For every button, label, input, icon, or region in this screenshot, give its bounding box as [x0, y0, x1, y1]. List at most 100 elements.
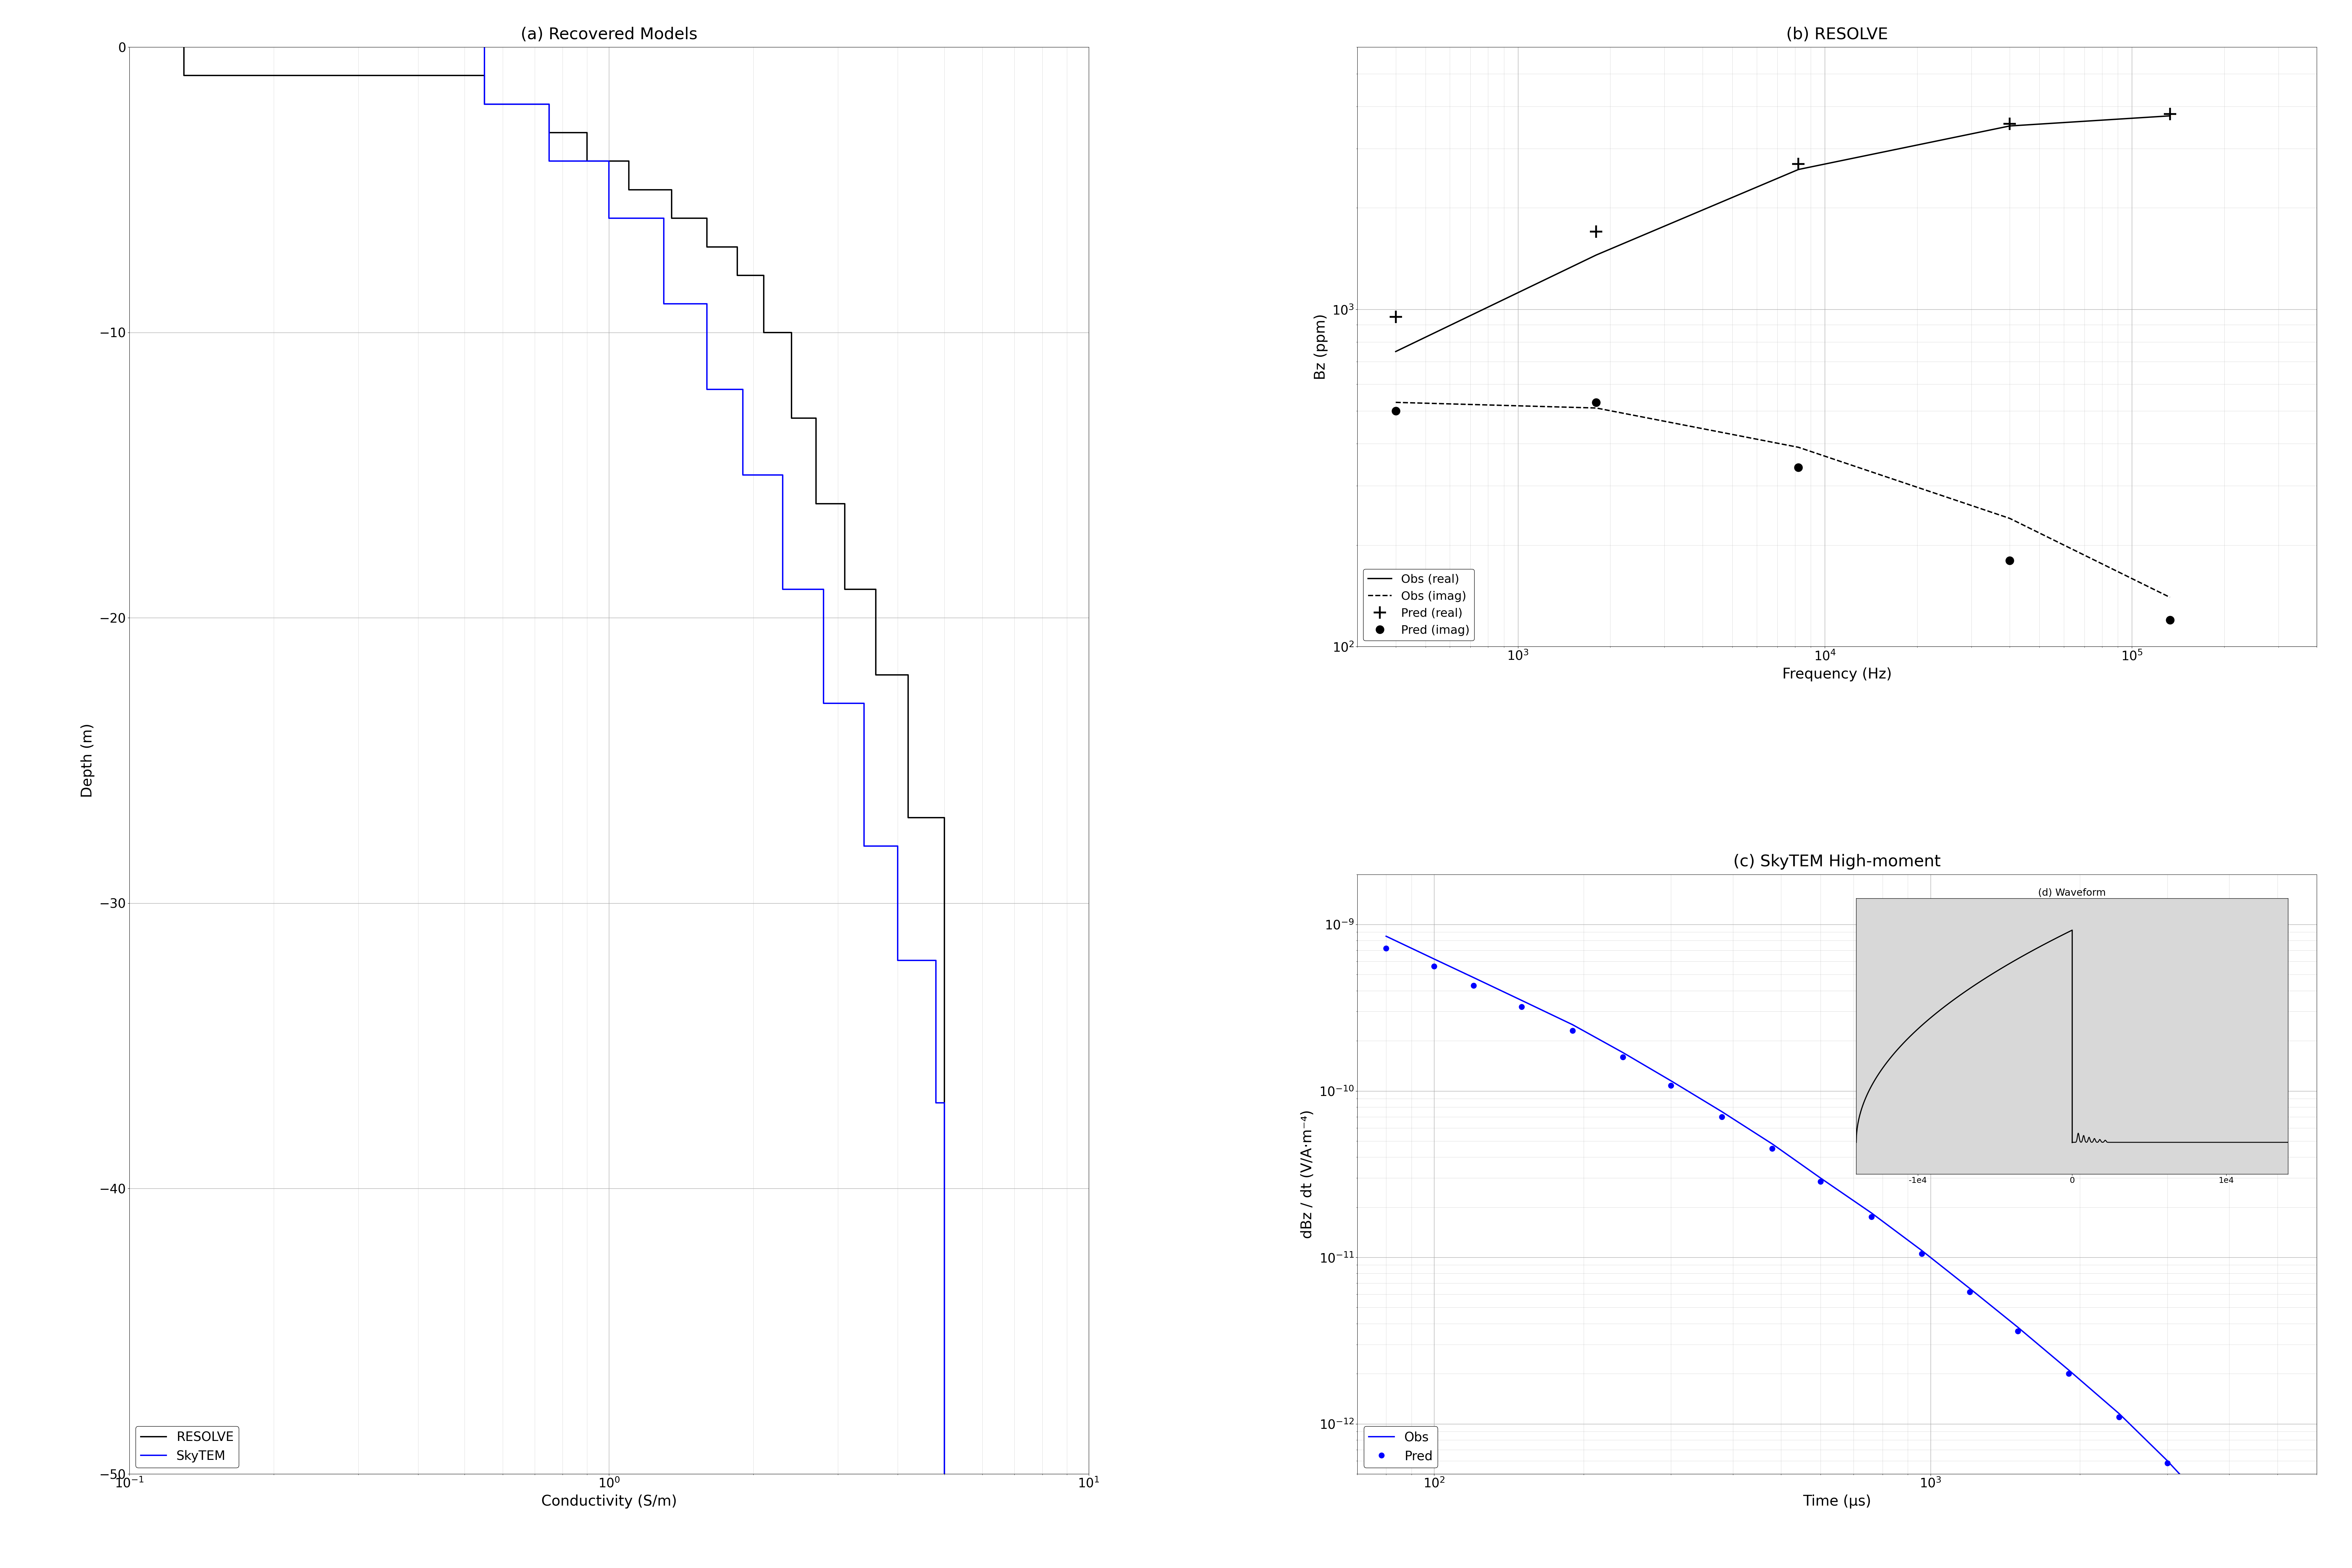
RESOLVE [659, 180, 687, 199]
Pred (real) [1381, 307, 1409, 326]
Pred [1371, 939, 1399, 958]
RESOLVE [722, 267, 750, 285]
Line: Obs (imag): Obs (imag) [1395, 403, 2171, 597]
Y-axis label: Depth (m): Depth (m) [80, 723, 94, 798]
SkyTEM [729, 466, 757, 485]
RESOLVE [470, 94, 499, 113]
SkyTEM [931, 1465, 960, 1483]
Obs [1656, 1071, 1684, 1090]
Pred [1708, 1107, 1736, 1126]
Obs [1957, 1279, 1985, 1298]
Pred (imag) [1994, 550, 2023, 569]
RESOLVE [169, 66, 198, 85]
SkyTEM [931, 1093, 960, 1112]
Legend: Obs, Pred: Obs, Pred [1364, 1427, 1437, 1468]
Obs (real) [1994, 116, 2023, 135]
SkyTEM [694, 295, 722, 314]
X-axis label: Frequency (Hz): Frequency (Hz) [1783, 668, 1891, 682]
Line: Pred (imag): Pred (imag) [1392, 398, 2173, 624]
SkyTEM [922, 950, 950, 969]
Obs [1458, 967, 1486, 986]
Line: Obs (real): Obs (real) [1395, 116, 2171, 351]
SkyTEM [809, 695, 837, 713]
Pred [2152, 1454, 2180, 1472]
RESOLVE [802, 494, 830, 513]
Line: SkyTEM: SkyTEM [485, 47, 946, 1474]
Obs [1508, 991, 1536, 1010]
RESOLVE [659, 209, 687, 227]
RESOLVE [750, 267, 779, 285]
Obs [1858, 1204, 1886, 1223]
Obs (real) [2157, 107, 2185, 125]
RESOLVE [534, 124, 562, 143]
Obs (imag) [1583, 398, 1611, 417]
Pred (real) [1785, 155, 1813, 174]
RESOLVE [614, 180, 642, 199]
Obs [1421, 950, 1449, 969]
RESOLVE [722, 237, 750, 256]
Pred (real) [1583, 223, 1611, 241]
RESOLVE [802, 409, 830, 428]
RESOLVE [534, 94, 562, 113]
RESOLVE [694, 237, 722, 256]
Obs (imag) [1381, 394, 1409, 412]
Pred [2105, 1408, 2133, 1427]
SkyTEM [849, 837, 877, 856]
Pred [1421, 956, 1449, 975]
Obs (imag) [2157, 588, 2185, 607]
X-axis label: Conductivity (S/m): Conductivity (S/m) [541, 1494, 677, 1508]
SkyTEM [470, 94, 499, 113]
SkyTEM [595, 152, 623, 171]
RESOLVE [694, 209, 722, 227]
SkyTEM [884, 950, 913, 969]
SkyTEM [922, 1093, 950, 1112]
RESOLVE [861, 580, 889, 599]
Pred [2056, 1364, 2084, 1383]
RESOLVE [169, 38, 198, 56]
Pred [1508, 997, 1536, 1016]
SkyTEM [729, 379, 757, 398]
Obs [2105, 1405, 2133, 1424]
SkyTEM [849, 695, 877, 713]
SkyTEM [649, 295, 677, 314]
SkyTEM [534, 94, 562, 113]
Y-axis label: Bz (ppm): Bz (ppm) [1315, 314, 1329, 379]
Pred (real) [2157, 105, 2185, 124]
Obs [2204, 1507, 2232, 1526]
Obs [1371, 927, 1399, 946]
Obs [1559, 1016, 1588, 1035]
RESOLVE [750, 323, 779, 342]
SkyTEM [884, 837, 913, 856]
RESOLVE [614, 152, 642, 171]
Pred [1559, 1021, 1588, 1040]
RESOLVE [861, 665, 889, 684]
SkyTEM [694, 379, 722, 398]
RESOLVE [894, 808, 922, 826]
Obs [2056, 1361, 2084, 1380]
Obs [1806, 1168, 1835, 1187]
SkyTEM [649, 209, 677, 227]
RESOLVE [574, 124, 602, 143]
Line: Obs: Obs [1385, 936, 2270, 1568]
Obs [1759, 1135, 1788, 1154]
Title: (b) RESOLVE: (b) RESOLVE [1785, 27, 1889, 42]
RESOLVE [931, 1465, 960, 1483]
Pred [1907, 1245, 1936, 1264]
RESOLVE [931, 808, 960, 826]
RESOLVE [830, 580, 858, 599]
RESOLVE [830, 494, 858, 513]
Line: RESOLVE: RESOLVE [183, 47, 946, 1474]
Pred [1609, 1047, 1637, 1066]
Pred (imag) [1381, 401, 1409, 420]
Line: Pred (real): Pred (real) [1390, 108, 2176, 323]
Pred [1458, 977, 1486, 996]
Legend: RESOLVE, SkyTEM: RESOLVE, SkyTEM [136, 1427, 240, 1468]
X-axis label: Time (μs): Time (μs) [1804, 1494, 1872, 1508]
Obs (real) [1785, 160, 1813, 179]
Pred [1957, 1283, 1985, 1301]
Obs [1907, 1242, 1936, 1261]
SkyTEM [595, 209, 623, 227]
SkyTEM [534, 152, 562, 171]
Y-axis label: dBz / dt (V/A·m⁻⁴): dBz / dt (V/A·m⁻⁴) [1301, 1110, 1315, 1239]
RESOLVE [470, 66, 499, 85]
